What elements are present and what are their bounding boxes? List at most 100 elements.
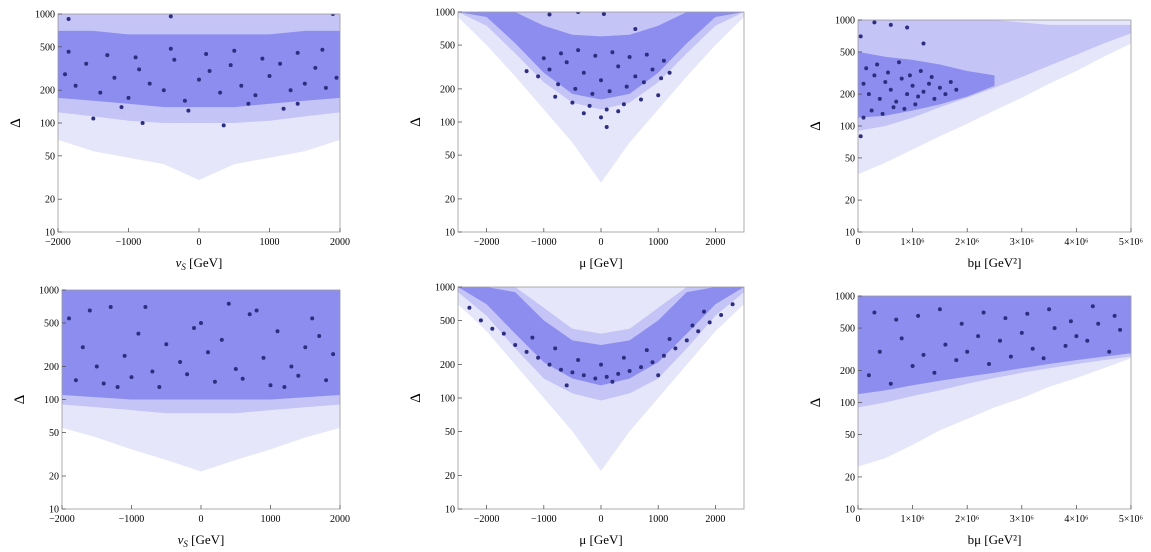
data-point [334,75,339,80]
y-tick-label: 200 [44,362,59,373]
data-point [119,105,124,110]
y-axis-label: Δ [12,394,28,404]
data-point [730,302,735,307]
y-tick-label: 1000 [835,292,855,303]
y-tick-label: 10 [445,505,455,516]
x-tick-label: −2000 [474,237,500,248]
density-region [858,296,1131,395]
data-point [621,102,626,107]
data-point [1025,311,1030,316]
data-point [303,345,308,350]
data-point [87,308,92,313]
data-point [858,134,863,139]
data-point [101,381,106,386]
data-point [910,364,915,368]
x-tick-label: −1000 [116,237,142,248]
data-point [696,329,701,334]
data-point [899,336,904,341]
data-point [295,50,300,55]
data-point [553,94,558,99]
data-point [289,364,294,369]
data-point [246,101,251,106]
data-point [998,338,1002,343]
data-point [207,69,212,73]
data-point [260,56,265,61]
data-point [656,93,661,98]
data-point [573,86,578,91]
data-point [478,318,483,323]
x-tick-label: 3×10⁶ [1010,237,1035,248]
x-tick-label: 2000 [330,237,350,248]
data-point [178,360,183,364]
data-point [1008,354,1013,359]
data-point [288,88,293,93]
x-tick-label: 2000 [705,514,725,525]
plot-area [858,20,1131,175]
data-point [599,362,603,367]
data-point [129,375,134,380]
data-point [143,305,148,309]
data-point [524,349,529,354]
data-point [590,91,595,96]
data-point [627,369,632,373]
plot-area [62,290,340,472]
data-point [1090,304,1095,309]
x-tick-label: 1000 [648,237,668,248]
x-tick-label: 2000 [705,237,725,248]
density-region [858,51,995,118]
x-tick-label: 1000 [648,514,668,525]
y-tick-label: 100 [44,395,59,406]
data-point [981,310,986,315]
x-axis-label: bμ [GeV²] [968,255,1022,270]
data-point [501,331,506,336]
data-point [601,12,606,16]
data-point [965,349,970,354]
data-point [581,70,586,75]
data-point [633,27,638,31]
data-point [105,53,110,58]
data-point [168,46,173,51]
y-tick-label: 20 [49,472,59,483]
y-tick-label: 1000 [35,10,55,21]
data-point [650,67,655,72]
data-point [323,85,328,90]
data-point [564,383,569,388]
y-tick-label: 500 [40,42,55,53]
y-tick-label: 50 [45,151,55,162]
data-point [570,100,575,105]
data-point [587,103,592,108]
data-point [570,370,575,375]
y-axis-label: Δ [408,117,424,127]
data-point [599,78,603,83]
data-point [921,352,926,357]
data-point [185,372,190,377]
density-region [58,30,340,108]
y-tick-label: 50 [845,430,855,441]
data-point [943,342,948,347]
data-point [872,20,877,25]
data-point [559,51,563,56]
data-point [63,72,67,77]
plot-area [458,12,744,183]
data-point [1030,346,1035,351]
data-point [661,353,666,358]
data-point [891,105,896,110]
data-point [524,69,529,74]
x-tick-label: 2×10⁶ [955,237,980,248]
data-point [576,12,581,14]
data-point [576,358,581,362]
data-point [902,106,907,111]
data-point [221,123,226,128]
y-tick-label: 200 [440,360,455,371]
data-point [559,367,563,372]
data-point [80,345,85,350]
data-point [108,305,113,309]
x-tick-label: 5×10⁶ [1119,237,1144,248]
data-point [513,343,518,347]
x-tick-label: −1000 [119,514,145,525]
y-tick-label: 200 [40,86,55,97]
chart-panel: 10 20 50 100 200 500 1000 −2000 −1000 0 1000 2000 Δμ… [408,283,745,547]
data-point [126,95,131,100]
x-tick-label: 1×10⁶ [901,237,926,248]
data-point [639,365,643,370]
